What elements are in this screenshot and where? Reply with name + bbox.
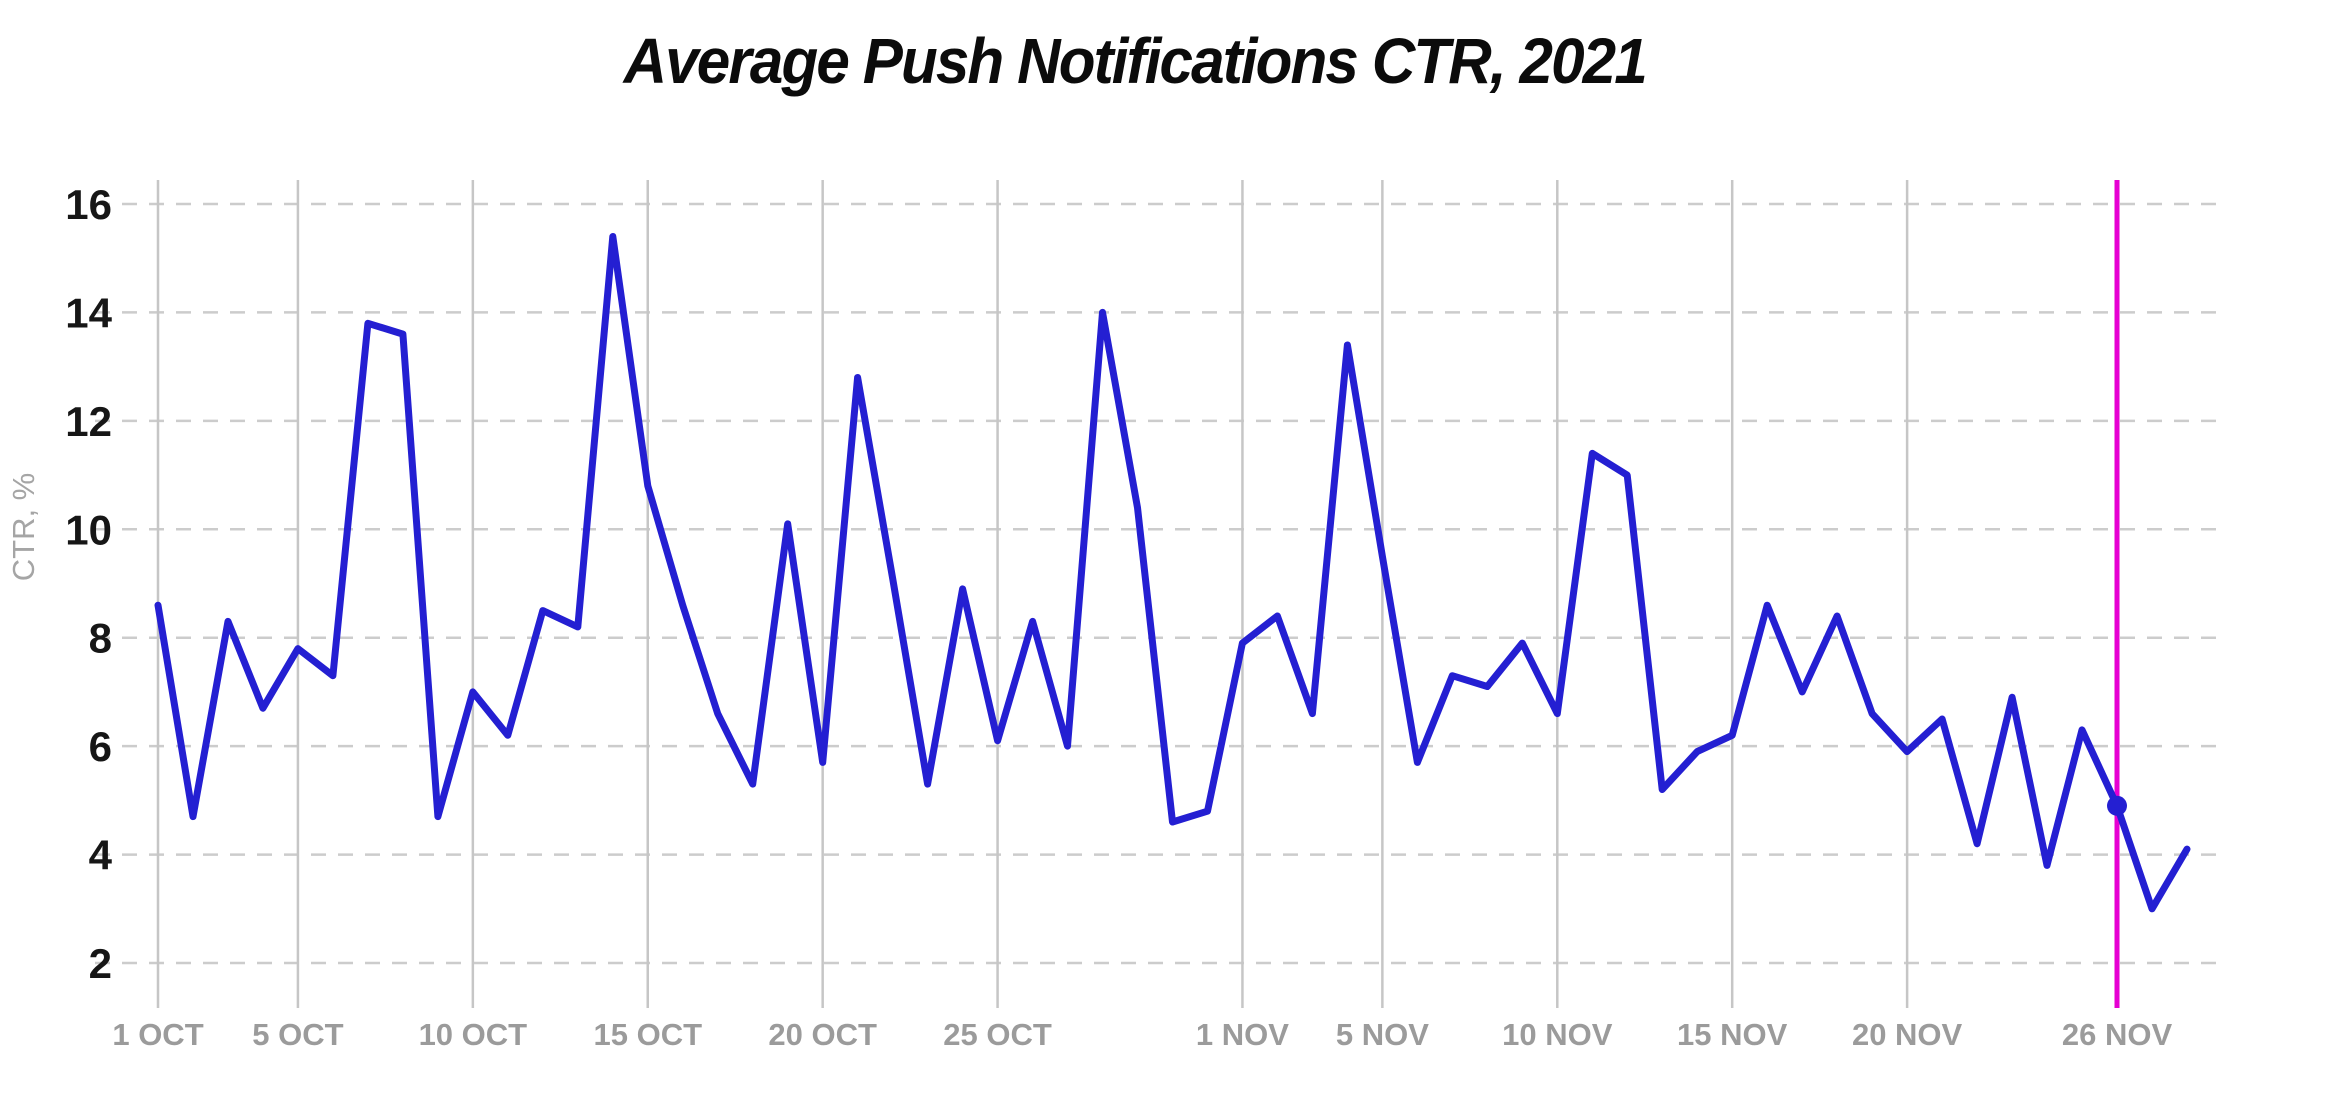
y-tick-label: 4 bbox=[89, 832, 113, 879]
y-tick-label: 14 bbox=[65, 289, 112, 336]
y-tick-label: 2 bbox=[89, 940, 112, 987]
y-tick-label: 8 bbox=[89, 615, 112, 662]
x-tick-label: 5 NOV bbox=[1336, 1017, 1429, 1052]
x-tick-label: 25 OCT bbox=[943, 1017, 1052, 1052]
x-tick-label: 10 NOV bbox=[1502, 1017, 1613, 1052]
x-tick-label: 1 OCT bbox=[112, 1017, 203, 1052]
y-axis-label: CTR, % bbox=[6, 473, 41, 582]
x-tick-label: 5 OCT bbox=[252, 1017, 343, 1052]
chart-title-text: Average Push Notifications CTR, 2021 bbox=[623, 25, 1648, 97]
x-tick-label: 10 OCT bbox=[419, 1017, 528, 1052]
highlight-point-dot bbox=[2107, 795, 2127, 816]
y-tick-label: 16 bbox=[65, 181, 112, 228]
x-tick-label: 1 NOV bbox=[1196, 1017, 1289, 1052]
y-tick-label: 10 bbox=[65, 506, 112, 553]
x-tick-label: 15 OCT bbox=[593, 1017, 702, 1052]
x-tick-label-highlight: 26 NOV bbox=[2062, 1017, 2173, 1052]
y-tick-label: 6 bbox=[89, 723, 112, 770]
x-tick-label: 20 NOV bbox=[1852, 1017, 1963, 1052]
ctr-series-line bbox=[154, 233, 2191, 913]
x-tick-label: 20 OCT bbox=[768, 1017, 877, 1052]
x-tick-label: 15 NOV bbox=[1677, 1017, 1788, 1052]
y-tick-label: 12 bbox=[65, 398, 112, 445]
chart-title: Average Push Notifications CTR, 2021 bbox=[0, 24, 2270, 98]
